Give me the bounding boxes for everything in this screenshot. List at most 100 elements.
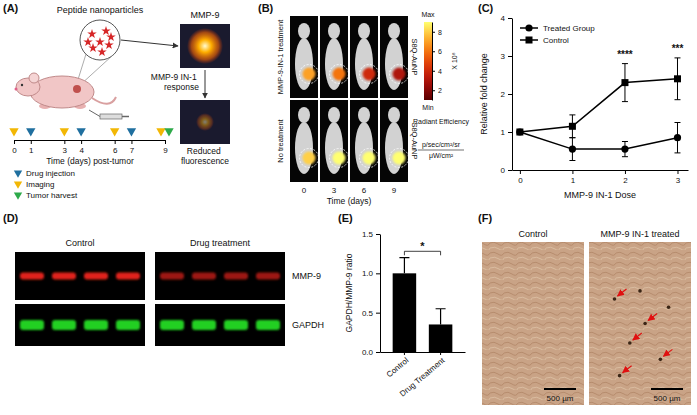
- tumor-outline: [330, 149, 349, 168]
- image-background: [350, 100, 378, 182]
- tick-mark: [376, 313, 380, 314]
- pointer-arrow: [623, 366, 632, 373]
- axis-title: MMP-9 IN-1 Dose: [564, 190, 636, 200]
- fluorescence-box: [180, 100, 230, 144]
- stained-cell: [638, 289, 642, 293]
- tick-label: 3: [501, 52, 506, 61]
- mouse-head: [388, 107, 400, 123]
- mouse-head: [328, 23, 340, 39]
- tick: 3: [676, 170, 681, 185]
- tick-mark: [432, 71, 435, 72]
- tick-mark: [520, 170, 521, 174]
- annotation: ***: [672, 43, 684, 54]
- bar: [429, 324, 453, 352]
- tick: 2: [501, 90, 512, 99]
- tick-label: 6: [113, 146, 118, 155]
- tick-mark: [376, 234, 380, 235]
- tick: 2: [432, 87, 442, 94]
- legend-label: Treated Group: [543, 24, 595, 33]
- tick-label: 4: [438, 67, 442, 74]
- tick-mark: [432, 90, 435, 91]
- panel-a: (A)Peptide nanoparticlesMMP-9MMP-9 IN-1 …: [3, 2, 230, 200]
- timeline-event: [164, 128, 173, 136]
- bar: [393, 273, 417, 352]
- tick-label: Control: [385, 356, 411, 380]
- mouse-body: [295, 38, 313, 90]
- blot-band: [20, 320, 44, 330]
- tick-mark: [440, 352, 441, 355]
- fluorescence-glow: [187, 28, 223, 64]
- axis: 0.00.51.01.5: [362, 230, 381, 357]
- arrow: [205, 70, 206, 98]
- marker: [621, 146, 628, 153]
- tick-label: 8: [438, 28, 442, 35]
- pointer-arrow: [648, 314, 657, 321]
- legend-label: Drug injection: [26, 169, 75, 178]
- panel-letter: (C): [478, 2, 494, 14]
- tick-label: 0: [501, 166, 506, 175]
- error-bar: [622, 64, 628, 102]
- label: MMP-9: [292, 271, 321, 281]
- tick-label: 1: [571, 176, 576, 185]
- label: Time (days) post-tumor: [46, 156, 134, 166]
- panel-d: (D)ControlDrug treatmentMMP-9GAPDH: [3, 212, 324, 346]
- tick: 8: [432, 28, 442, 35]
- label: No treatment: [276, 118, 285, 162]
- tick-label: 4: [501, 14, 506, 23]
- tumor-outline: [390, 65, 409, 84]
- tick-label: 4: [79, 146, 84, 155]
- tick: 1: [571, 170, 576, 185]
- blot-band: [52, 273, 76, 280]
- label: Min: [422, 104, 433, 111]
- label: μW/cm²: [429, 152, 454, 160]
- blot-background: [15, 252, 145, 300]
- axis-line: [432, 23, 433, 101]
- tick-label: 2: [623, 176, 628, 185]
- axis-line: [512, 19, 513, 171]
- histology-image: [589, 242, 691, 405]
- label: Max: [421, 11, 435, 18]
- nanoparticle: [83, 37, 93, 46]
- tick-mark: [404, 352, 405, 355]
- error-bar: [674, 58, 680, 100]
- tick: Drug Treatment: [398, 352, 447, 398]
- axis-title: GAPDH/MMP-9 ratio: [344, 253, 354, 332]
- tumor-outline: [330, 65, 349, 84]
- colorbar: [424, 22, 432, 100]
- tick-label: 1: [501, 128, 506, 137]
- nanoparticle: [95, 37, 105, 46]
- panel-letter: (A): [3, 2, 19, 14]
- mouse-head: [328, 107, 340, 123]
- nanoparticle: [106, 32, 116, 41]
- tick: Control: [385, 352, 411, 379]
- label: 0: [302, 186, 307, 195]
- tick-mark: [81, 140, 82, 144]
- mouse-eye: [21, 84, 23, 86]
- blot-band: [160, 273, 184, 280]
- tick: 7: [130, 140, 135, 155]
- tick: 1: [501, 128, 512, 137]
- pointer-arrow: [663, 349, 672, 356]
- tick-mark: [508, 94, 512, 95]
- tick-label: 1: [29, 146, 34, 155]
- blot-background: [155, 252, 285, 300]
- nanoparticle: [87, 29, 97, 38]
- marker: [569, 123, 576, 130]
- timeline-event: [76, 128, 85, 136]
- tick-label: 0: [518, 176, 523, 185]
- legend-symbol: [14, 171, 22, 178]
- tick-label: 2: [438, 87, 442, 94]
- timeline-event: [9, 128, 18, 136]
- tumor-outline: [360, 65, 379, 84]
- error-bar: [436, 309, 446, 325]
- label: Peptide nanoparticles: [57, 5, 144, 15]
- series-line: [520, 132, 678, 149]
- label: X 10⁸: [451, 52, 458, 69]
- panel-letter: (E): [338, 212, 353, 224]
- label: 500 µm: [547, 394, 574, 403]
- pointer-arrow: [633, 333, 642, 340]
- tick: 0: [518, 170, 523, 185]
- stained-cell: [643, 322, 647, 326]
- error-bar: [622, 142, 628, 157]
- label: S8Q-AuNP: [410, 38, 419, 75]
